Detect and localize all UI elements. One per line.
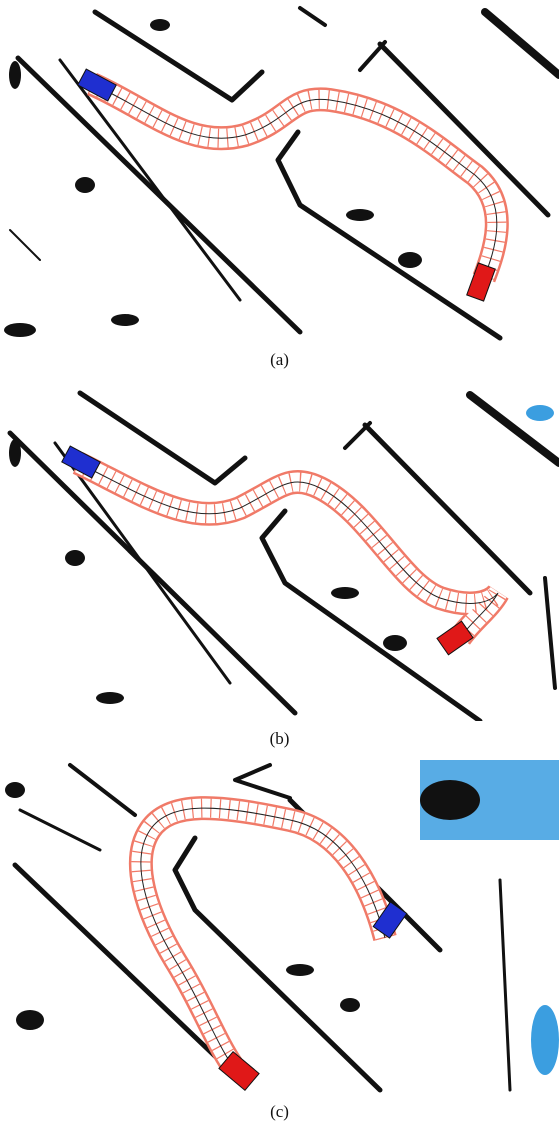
panel-label: (c) xyxy=(0,1102,559,1122)
map-panel-c xyxy=(0,760,559,1100)
planned-path xyxy=(92,84,497,278)
figure: (a) (b) xyxy=(0,0,559,1129)
planned-path xyxy=(141,808,385,1065)
map-panel-a xyxy=(0,0,559,343)
obstacles xyxy=(9,393,559,721)
planned-path xyxy=(78,463,498,638)
panel-label: (b) xyxy=(0,729,559,749)
goal-vehicle xyxy=(467,263,496,301)
map-panel-b xyxy=(0,383,559,721)
panel-label: (a) xyxy=(0,350,559,370)
